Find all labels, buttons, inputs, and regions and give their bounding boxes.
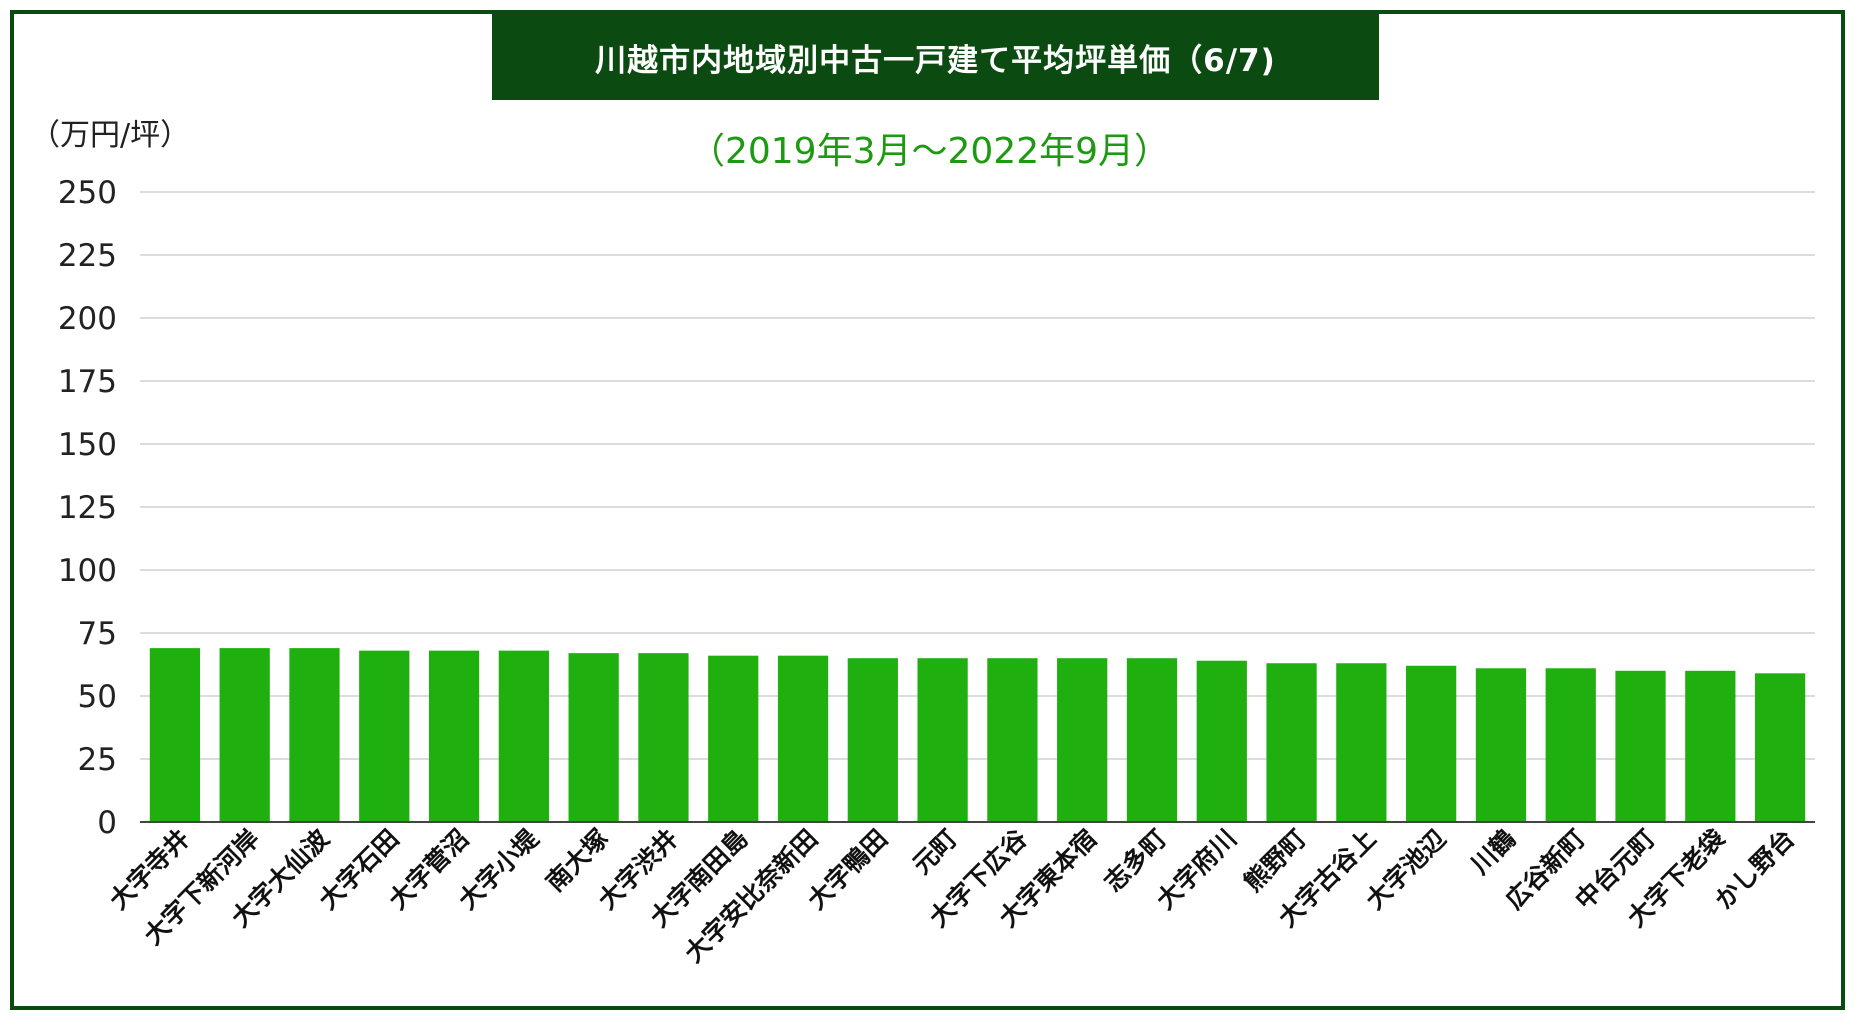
bar <box>219 648 270 822</box>
bar <box>638 653 689 822</box>
y-tick-label: 175 <box>58 364 117 400</box>
bar <box>428 650 480 822</box>
bar <box>498 650 549 822</box>
chart-title: 川越市内地域別中古一戸建て平均坪単価（6/7) <box>492 14 1379 100</box>
bar <box>1545 668 1596 822</box>
bar <box>917 658 968 822</box>
bar <box>149 648 201 822</box>
y-tick-label: 250 <box>58 175 117 211</box>
y-tick-label: 50 <box>78 679 117 715</box>
bar <box>359 650 410 822</box>
bar <box>1057 658 1108 822</box>
bar <box>1406 665 1457 822</box>
bar <box>568 653 619 822</box>
y-tick-label: 150 <box>58 427 117 463</box>
y-tick-label: 200 <box>58 301 117 337</box>
y-tick-label: 125 <box>58 490 117 526</box>
y-tick-label: 100 <box>58 553 117 589</box>
y-tick-label: 75 <box>78 616 117 652</box>
bar <box>1615 670 1666 822</box>
y-tick-label: 225 <box>58 238 117 274</box>
bar <box>1685 670 1736 822</box>
bar <box>847 658 898 822</box>
chart-subtitle: （2019年3月～2022年9月） <box>688 131 1171 172</box>
bar <box>1196 660 1247 822</box>
chart-frame <box>10 10 1845 1010</box>
bar <box>1266 663 1317 822</box>
bar <box>1754 673 1806 822</box>
y-axis-unit-label: （万円/坪） <box>30 118 191 153</box>
bar <box>1336 663 1387 822</box>
bar <box>987 658 1038 822</box>
bar <box>1126 658 1178 822</box>
bar <box>708 655 759 822</box>
y-tick-label: 0 <box>97 805 117 841</box>
bar <box>289 648 340 822</box>
y-tick-label: 25 <box>78 742 117 778</box>
bar <box>777 655 829 822</box>
x-tick-label: 川鶴 <box>1465 824 1521 880</box>
x-tick-label: 元町 <box>907 824 963 880</box>
bar <box>1475 668 1527 822</box>
